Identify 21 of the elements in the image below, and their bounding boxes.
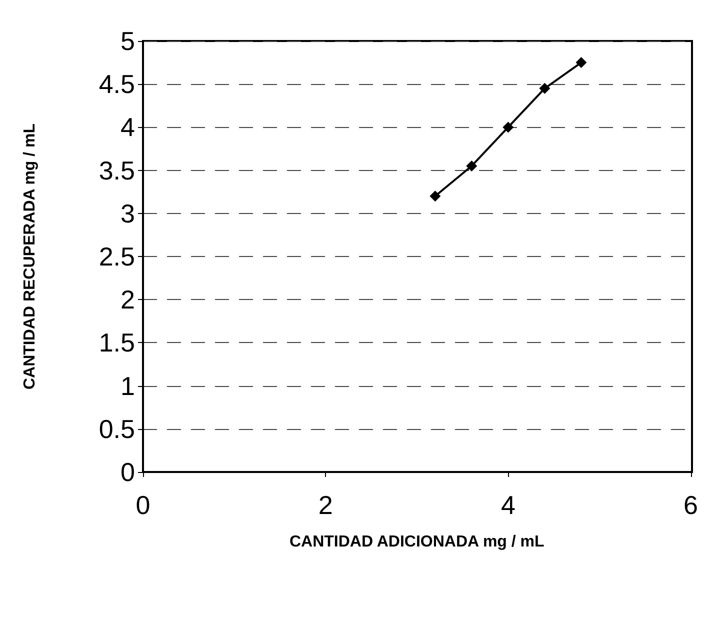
y-tick-label: 3.5 [98,155,135,186]
x-tick-label: 4 [500,490,516,520]
y-axis-title: CANTIDAD RECUPERADA mg / mL [22,123,38,390]
y-tick-label: 2 [120,284,135,315]
x-axis-title: CANTIDAD ADICIONADA mg / mL [289,534,545,550]
x-tick-label: 2 [318,490,333,520]
point [539,82,550,94]
point [466,160,478,172]
x-tick-label: 6 [684,490,698,520]
y-tick-label: 4.5 [98,69,135,100]
point [576,57,587,68]
y-tick-label: 0 [120,457,135,487]
y-tick-label: 0.5 [98,414,135,444]
y-tick-label: 3 [120,198,135,228]
point [430,190,441,202]
y-tick-label: 2.5 [98,242,135,272]
y-tick-label: 4 [120,112,135,142]
y-tick-label: 1.5 [98,328,135,358]
y-tick-label: 1 [120,370,135,401]
point [502,122,514,133]
y-tick-label: 5 [120,26,135,56]
